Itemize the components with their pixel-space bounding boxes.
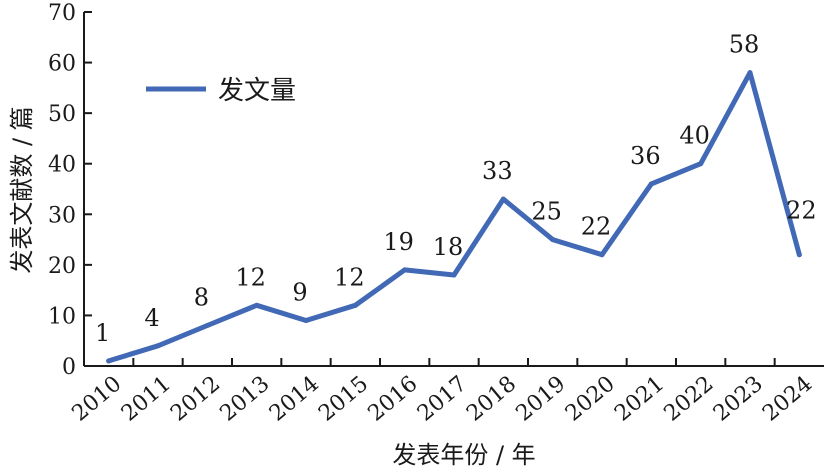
data-label: 9 bbox=[292, 278, 307, 306]
data-label: 12 bbox=[334, 263, 365, 291]
data-label: 33 bbox=[482, 157, 513, 185]
data-label: 58 bbox=[729, 31, 760, 59]
x-axis-ticks: 2010201120122013201420152016201720182019… bbox=[68, 358, 817, 427]
data-point bbox=[550, 237, 556, 243]
x-tick-label: 2021 bbox=[610, 371, 669, 426]
data-point bbox=[402, 267, 408, 273]
data-point bbox=[747, 70, 753, 76]
data-label: 8 bbox=[194, 284, 209, 312]
x-tick-label: 2013 bbox=[216, 371, 275, 426]
data-label: 40 bbox=[679, 122, 710, 150]
data-label: 36 bbox=[630, 142, 661, 170]
y-tick-label: 50 bbox=[48, 102, 76, 127]
x-axis-title: 发表年份 / 年 bbox=[392, 441, 535, 469]
x-tick-label: 2012 bbox=[166, 371, 225, 426]
data-point bbox=[352, 302, 358, 308]
axes bbox=[83, 12, 824, 367]
x-tick-label: 2010 bbox=[68, 371, 127, 426]
data-label: 12 bbox=[235, 263, 266, 291]
data-label: 19 bbox=[383, 228, 414, 256]
x-tick-label: 2023 bbox=[709, 371, 768, 426]
data-label: 22 bbox=[786, 197, 817, 225]
y-tick-label: 10 bbox=[48, 304, 76, 329]
data-label: 4 bbox=[144, 304, 159, 332]
y-tick-label: 20 bbox=[48, 254, 76, 279]
y-axis-title: 发表文献数 / 篇 bbox=[8, 106, 36, 273]
y-tick-label: 0 bbox=[62, 355, 76, 380]
x-tick-label: 2020 bbox=[561, 371, 620, 426]
x-tick-label: 2019 bbox=[512, 371, 571, 426]
data-label: 22 bbox=[581, 213, 612, 241]
y-tick-label: 70 bbox=[48, 1, 76, 26]
series-line bbox=[106, 70, 802, 364]
data-point bbox=[599, 252, 605, 258]
data-point bbox=[204, 323, 210, 329]
x-tick-label: 2016 bbox=[364, 371, 423, 426]
data-point bbox=[254, 302, 260, 308]
x-tick-label: 2017 bbox=[413, 371, 472, 426]
x-tick-label: 2015 bbox=[314, 371, 373, 426]
x-tick-label: 2018 bbox=[462, 371, 521, 426]
data-point bbox=[451, 272, 457, 278]
data-point bbox=[698, 161, 704, 167]
data-point bbox=[648, 181, 654, 187]
x-tick-label: 2024 bbox=[758, 371, 817, 426]
data-point bbox=[155, 343, 161, 349]
data-point bbox=[106, 358, 112, 364]
y-axis-ticks: 0 10 20 30 40 50 60 70 bbox=[48, 1, 92, 380]
data-label: 1 bbox=[95, 319, 110, 347]
x-tick-label: 2011 bbox=[117, 371, 176, 426]
y-tick-label: 60 bbox=[48, 52, 76, 77]
legend: 发文量 bbox=[146, 76, 296, 106]
data-label: 18 bbox=[433, 233, 464, 261]
series-layer bbox=[106, 70, 802, 364]
data-point bbox=[796, 252, 802, 258]
y-tick-label: 40 bbox=[48, 153, 76, 178]
legend-label: 发文量 bbox=[218, 76, 296, 106]
x-tick-label: 2022 bbox=[660, 371, 719, 426]
data-point bbox=[303, 317, 309, 323]
data-label: 25 bbox=[531, 198, 562, 226]
data-labels: 1 4 8 12 9 12 19 18 33 25 22 36 40 58 22 bbox=[95, 31, 817, 347]
data-point bbox=[500, 196, 506, 202]
y-tick-label: 30 bbox=[48, 203, 76, 228]
x-tick-label: 2014 bbox=[265, 371, 324, 426]
